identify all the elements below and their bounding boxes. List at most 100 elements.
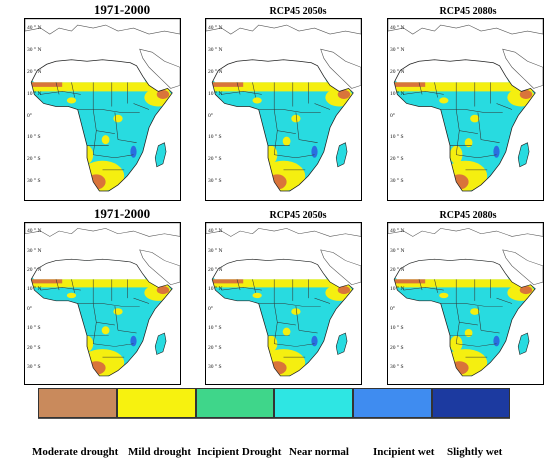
- country-border-1: [434, 82, 438, 98]
- horn-moderate: [337, 89, 351, 99]
- country-border-8: [273, 322, 278, 344]
- madagascar: [335, 142, 348, 168]
- country-border-13: [40, 287, 81, 291]
- lat-tick-label: 10 ° S: [390, 134, 404, 141]
- country-border-14: [496, 103, 513, 110]
- lat-tick-label: 20 ° N: [27, 266, 42, 273]
- no-data-area: [394, 59, 509, 83]
- europe-outline: [25, 223, 180, 237]
- legend-swatch-mild-drought: [117, 388, 196, 418]
- country-border-13: [40, 91, 81, 95]
- lat-tick-label: 10 ° S: [208, 134, 222, 141]
- lat-tick-label: 30 ° S: [27, 364, 41, 371]
- country-border-9: [456, 154, 497, 159]
- sahel-moderate-west: [212, 82, 244, 87]
- europe-outline: [25, 19, 180, 35]
- country-border-8: [455, 130, 460, 155]
- europe-outline: [388, 223, 543, 237]
- lat-tick-label: 20 ° S: [27, 156, 41, 163]
- country-border-8: [92, 322, 97, 344]
- country-border-7: [295, 112, 300, 140]
- arabia-outline: [502, 249, 543, 286]
- interior-patch-2: [291, 308, 301, 315]
- lat-tick-label: 30 ° N: [27, 247, 42, 254]
- lat-tick-label: 10 ° S: [27, 134, 41, 141]
- country-border-0: [55, 279, 60, 291]
- south-moderate: [268, 174, 287, 190]
- country-border-1: [71, 279, 75, 293]
- lat-tick-label: 0°: [390, 305, 395, 312]
- south-moderate: [87, 361, 106, 375]
- country-border-5: [258, 303, 321, 307]
- madagascar: [335, 332, 348, 355]
- legend-label-incipient-drought: Incipient Drought: [197, 446, 282, 458]
- country-border-5: [77, 109, 140, 113]
- country-border-10: [298, 139, 318, 143]
- lat-tick-label: 0°: [27, 112, 32, 119]
- country-border-5: [77, 303, 140, 307]
- country-border-7: [295, 306, 300, 331]
- east-wet-patch: [311, 335, 318, 347]
- country-border-7: [114, 112, 119, 140]
- panel-title-6: RCP45 2080s: [439, 210, 497, 221]
- lat-tick-label: 30 ° S: [208, 178, 222, 185]
- east-wet-patch: [493, 335, 500, 347]
- interior-patch-3: [101, 326, 110, 335]
- interior-patch-1: [439, 97, 449, 104]
- lat-tick-label: 20 ° S: [208, 344, 222, 351]
- sahel-moderate-west: [394, 82, 426, 87]
- horn-moderate: [156, 286, 170, 295]
- map-panel-5: 40 ° N 30 ° N 20 ° N 10 ° N 0° 10 ° S 20 ° S 30…: [205, 222, 362, 385]
- africa-outline: [30, 59, 173, 192]
- country-border-8: [92, 130, 97, 155]
- country-border-9: [456, 343, 497, 347]
- europe-outline: [206, 223, 361, 237]
- legend-label-slightly-wet: Slightly wet: [447, 446, 503, 458]
- lat-tick-label: 30 ° N: [27, 46, 42, 53]
- sahel-mild-band: [31, 279, 173, 288]
- africa-map: [206, 19, 361, 192]
- country-border-14: [133, 297, 150, 304]
- country-border-14: [314, 103, 331, 110]
- country-border-8: [455, 322, 460, 344]
- lat-tick-label: 10 ° S: [208, 325, 222, 332]
- country-border-1: [252, 82, 256, 98]
- country-border-5: [440, 303, 503, 307]
- country-border-9: [93, 154, 134, 159]
- country-border-9: [274, 343, 315, 347]
- country-border-7: [477, 112, 482, 140]
- europe-outline: [388, 19, 543, 35]
- europe-outline: [206, 19, 361, 35]
- sahel-moderate-west: [394, 279, 426, 284]
- map-panel-1: 40 ° N 30 ° N 20 ° N 10 ° N 0° 10 ° S 20 ° S 30…: [24, 18, 181, 201]
- madagascar: [154, 142, 167, 168]
- lat-tick-label: 10 ° S: [27, 325, 41, 332]
- africa-outline: [211, 59, 354, 192]
- africa-outline: [393, 59, 536, 192]
- lat-tick-label: 30 ° S: [208, 364, 222, 371]
- country-border-14: [314, 297, 331, 304]
- country-border-6: [92, 303, 115, 326]
- country-border-7: [477, 306, 482, 331]
- lat-tick-label: 20 ° S: [390, 344, 404, 351]
- no-data-area: [31, 59, 146, 83]
- lat-tick-label: 20 ° N: [208, 266, 223, 273]
- no-data-area: [394, 259, 509, 280]
- panel-title-1: 1971-2000: [93, 2, 151, 17]
- south-moderate: [87, 174, 106, 190]
- lat-tick-label: 30 ° N: [390, 46, 405, 53]
- lat-tick-label: 10 ° N: [27, 286, 42, 293]
- lat-tick-label: 30 ° N: [208, 247, 223, 254]
- lat-tick-label: 10 ° N: [208, 90, 223, 97]
- interior-patch-2: [113, 114, 123, 123]
- south-moderate: [450, 174, 469, 190]
- south-moderate: [268, 361, 287, 375]
- legend-label-moderate-drought: Moderate drought: [32, 446, 119, 458]
- sahel-mild-band: [31, 82, 173, 92]
- country-border-13: [403, 287, 444, 291]
- no-data-area: [212, 59, 327, 83]
- africa-outline: [211, 258, 354, 377]
- map-panel-3: 40 ° N 30 ° N 20 ° N 10 ° N 0° 10 ° S 20 ° S 30…: [387, 18, 544, 201]
- legend-label-incipient-wet: Incipient wet: [373, 446, 435, 458]
- country-border-9: [93, 343, 134, 347]
